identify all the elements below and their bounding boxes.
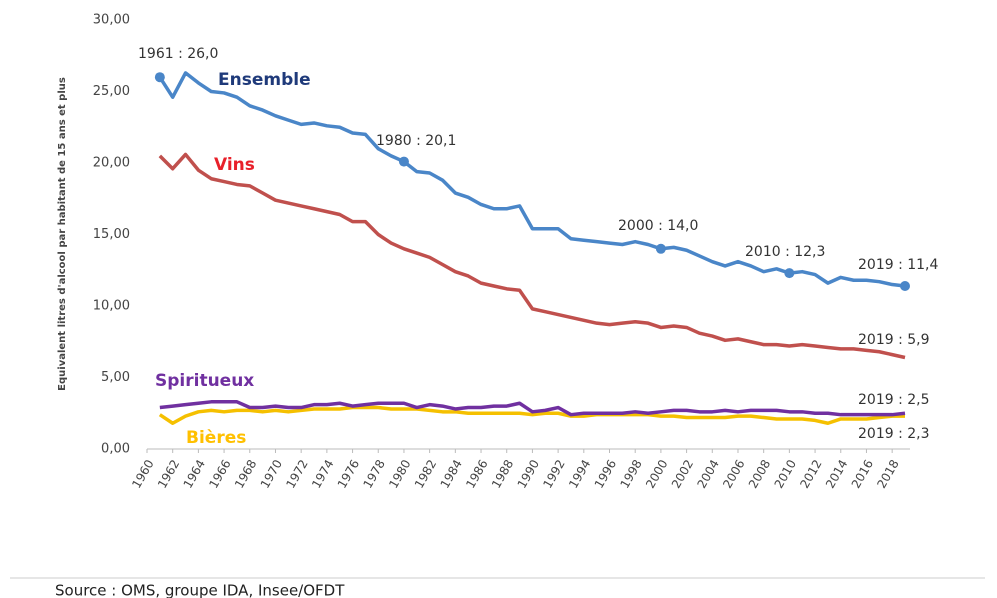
x-tick-label: 2004 (695, 457, 722, 490)
x-tick-label: 2000 (643, 457, 670, 490)
annotation: 2019 : 11,4 (858, 257, 939, 273)
x-tick-label: 1978 (360, 457, 387, 490)
y-tick-label: 10,00 (93, 299, 130, 314)
x-tick-label: 1970 (258, 457, 285, 490)
series-line (158, 152, 906, 360)
x-tick-label: 2010 (772, 457, 799, 490)
point-marker (784, 268, 795, 279)
x-tick-label: 1960 (129, 457, 156, 490)
x-tick-label: 2008 (746, 457, 773, 490)
x-tick-label: 1982 (412, 457, 439, 490)
y-tick-label: 5,00 (101, 370, 130, 385)
x-tick-label: 1996 (592, 457, 619, 490)
x-tick-label: 2012 (797, 457, 824, 490)
x-tick-label: 1988 (489, 457, 516, 490)
point-marker (900, 280, 910, 291)
x-tick-label: 1980 (386, 457, 413, 490)
annotation: 2019 : 2,5 (858, 392, 930, 408)
annotation: 1961 : 26,0 (138, 46, 218, 62)
source: Source : OMS, groupe IDA, Insee/OFDT (55, 582, 345, 598)
x-tick-label: 1962 (155, 457, 182, 490)
x-tick-label: 1992 (540, 457, 567, 490)
series-line (158, 405, 905, 426)
y-tick-label: 30,00 (93, 13, 130, 28)
series-label: Ensemble (218, 70, 311, 90)
x-tick-label: 1998 (617, 457, 644, 490)
y-tick-label: 20,00 (93, 156, 130, 171)
x-tick-label: 1990 (515, 457, 542, 490)
y-tick-label: 0,00 (101, 442, 130, 457)
x-tick-label: 2002 (669, 457, 696, 490)
series-line (158, 71, 906, 288)
series-line (159, 400, 906, 417)
y-tick-label: 15,00 (93, 227, 130, 242)
point-marker (154, 72, 165, 83)
x-tick-label: 2016 (849, 457, 876, 490)
y-axis-label: Equivalent litres d'alcool par habitant … (57, 77, 68, 391)
annotation: 2019 : 2,3 (858, 426, 930, 442)
x-tick-label: 1984 (438, 457, 465, 490)
x-tick-label: 1972 (283, 457, 310, 490)
point-marker (655, 243, 666, 254)
x-tick-label: 2006 (720, 457, 747, 490)
point-marker (398, 156, 409, 167)
x-tick-label: 1976 (335, 457, 362, 490)
annotation: 1980 : 20,1 (376, 133, 456, 149)
y-tick-label: 25,00 (93, 84, 130, 99)
x-tick-label: 2014 (823, 457, 850, 490)
annotation: 2000 : 14,0 (618, 218, 698, 234)
series-label: Bières (186, 428, 246, 448)
x-tick-label: 1966 (206, 457, 233, 490)
x-tick-label: 1964 (181, 457, 208, 490)
annotation: 2010 : 12,3 (745, 244, 825, 260)
x-tick-label: 1968 (232, 457, 259, 490)
x-tick-label: 2018 (874, 457, 901, 490)
x-tick-label: 1994 (566, 457, 593, 490)
series-label: Spiritueux (155, 371, 254, 391)
annotation: 2019 : 5,9 (858, 332, 930, 348)
x-tick-label: 1974 (309, 457, 336, 490)
series-label: Vins (214, 155, 255, 175)
x-tick-label: 1986 (463, 457, 490, 490)
